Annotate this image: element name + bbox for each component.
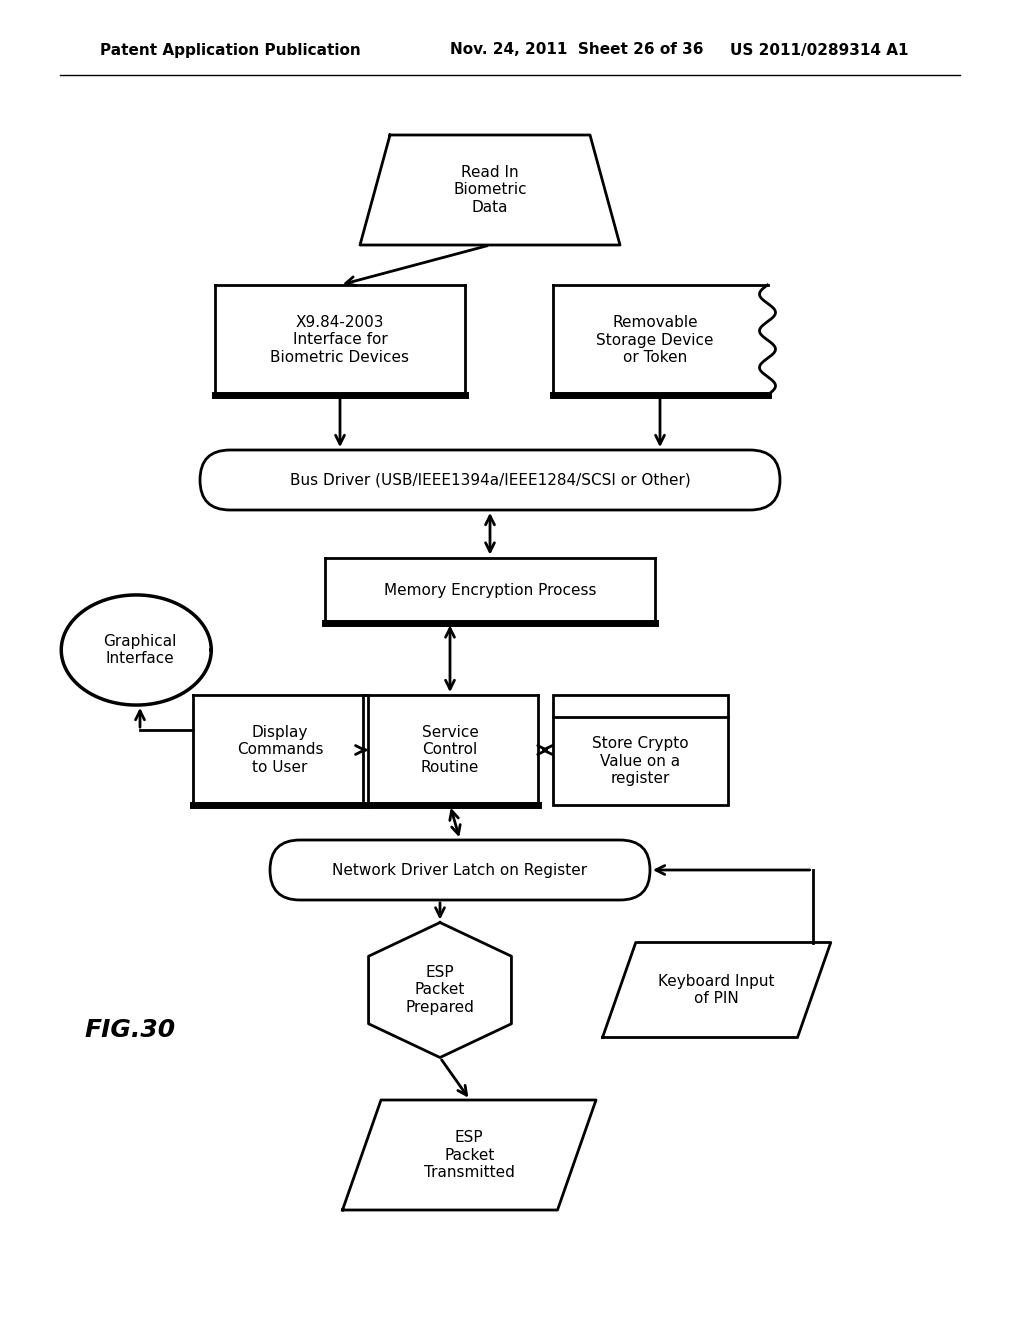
Text: Patent Application Publication: Patent Application Publication <box>100 42 360 58</box>
Text: Bus Driver (USB/IEEE1394a/IEEE1284/SCSI or Other): Bus Driver (USB/IEEE1394a/IEEE1284/SCSI … <box>290 473 690 487</box>
Text: Store Crypto
Value on a
register: Store Crypto Value on a register <box>592 737 688 785</box>
Text: ESP
Packet
Prepared: ESP Packet Prepared <box>406 965 474 1015</box>
Text: Network Driver Latch on Register: Network Driver Latch on Register <box>333 862 588 878</box>
Text: Graphical
Interface: Graphical Interface <box>103 634 177 667</box>
Bar <box>553 696 727 805</box>
Text: Keyboard Input
of PIN: Keyboard Input of PIN <box>658 974 775 1006</box>
Text: ESP
Packet
Transmitted: ESP Packet Transmitted <box>424 1130 515 1180</box>
Text: X9.84-2003
Interface for
Biometric Devices: X9.84-2003 Interface for Biometric Devic… <box>270 315 410 364</box>
Text: Service
Control
Routine: Service Control Routine <box>421 725 479 775</box>
Text: Removable
Storage Device
or Token: Removable Storage Device or Token <box>596 315 714 364</box>
Text: FIG.30: FIG.30 <box>84 1018 175 1041</box>
Text: Memory Encryption Process: Memory Encryption Process <box>384 582 596 598</box>
Text: Nov. 24, 2011  Sheet 26 of 36: Nov. 24, 2011 Sheet 26 of 36 <box>450 42 703 58</box>
Text: Read In
Biometric
Data: Read In Biometric Data <box>454 165 526 215</box>
Text: Display
Commands
to User: Display Commands to User <box>237 725 324 775</box>
Text: US 2011/0289314 A1: US 2011/0289314 A1 <box>730 42 908 58</box>
